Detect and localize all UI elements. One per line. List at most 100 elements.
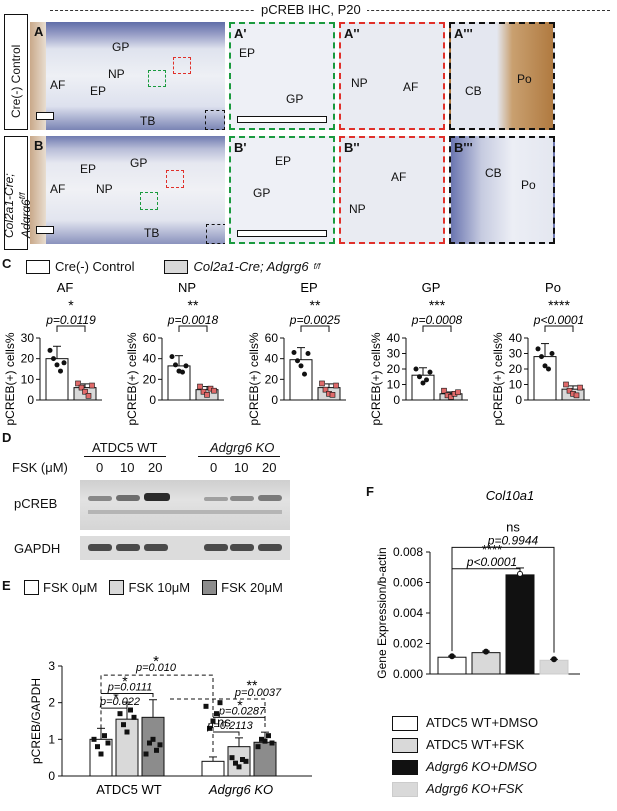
- letter-C: C: [2, 256, 12, 271]
- data-point: [98, 751, 104, 757]
- letter-B1: B': [234, 140, 247, 155]
- y-tick-label: 40: [265, 352, 279, 366]
- significance-stars: ****: [482, 542, 502, 557]
- legend-c-item-control: Cre(-) Control: [26, 259, 134, 274]
- micrograph-B1: B' EP GP: [229, 136, 335, 244]
- y-tick-label: 30: [21, 331, 35, 345]
- tag-A3-CB: CB: [465, 84, 482, 98]
- y-tick-label: 20: [387, 362, 401, 376]
- data-point: [259, 736, 264, 742]
- legend-c-label-control: Cre(-) Control: [55, 259, 135, 274]
- data-point: [207, 725, 212, 731]
- inset-black-box: [206, 224, 225, 244]
- scale-bar: [237, 116, 327, 123]
- y-tick-label: 0.006: [393, 576, 423, 590]
- tag-B-AF: AF: [50, 182, 66, 196]
- y-tick-label: 60: [265, 331, 279, 345]
- data-point: [173, 362, 178, 368]
- band: [116, 544, 140, 551]
- data-point: [131, 714, 137, 720]
- figure-header: pCREB IHC, P20: [255, 2, 367, 17]
- band: [88, 544, 112, 551]
- significance-stars: ns: [217, 715, 231, 730]
- letter-A3: A''': [454, 26, 473, 41]
- wb-dose-4: 0: [210, 460, 218, 475]
- tag-B2-NP: NP: [349, 202, 366, 216]
- y-tick-label: 3: [48, 659, 55, 673]
- bar: [115, 718, 139, 777]
- tag-B2-AF: AF: [391, 170, 407, 184]
- y-tick-label: 0: [27, 393, 34, 407]
- letter-B2: B'': [344, 140, 360, 155]
- micrograph-A2: A'' NP AF: [339, 22, 445, 130]
- data-point: [47, 347, 53, 353]
- chart-title: EP: [300, 280, 317, 295]
- p-value: p<0.0001: [466, 555, 517, 569]
- significance-stars: ***: [429, 297, 446, 313]
- p-value: p=0.0037: [234, 687, 282, 699]
- significance-stars: *: [237, 697, 243, 713]
- significance-bracket: [178, 325, 208, 332]
- data-point: [539, 354, 544, 360]
- significance-stars: *: [122, 673, 128, 689]
- tag-A-AF: AF: [50, 78, 66, 92]
- significance-bracket: [101, 693, 154, 698]
- band-lower: [88, 510, 282, 514]
- p-value: p=0.022: [99, 696, 140, 708]
- data-point: [85, 393, 92, 399]
- wb-membrane-gapdh: [80, 536, 290, 560]
- tag-B3-CB: CB: [485, 166, 502, 180]
- p-value: p=0.0111: [107, 682, 153, 694]
- tag-A2-NP: NP: [351, 76, 368, 90]
- significance-stars: *: [153, 653, 159, 670]
- y-tick-label: 20: [265, 372, 279, 386]
- micrograph-B3: B''' CB Po: [449, 136, 555, 244]
- significance-bracket: [422, 325, 452, 332]
- data-point: [61, 360, 67, 366]
- y-tick-label: 0.004: [393, 606, 423, 620]
- data-point: [322, 386, 329, 393]
- x-tick-label: ATDC5 WT: [96, 782, 162, 797]
- western-blot: ATDC5 WT Adgrg6 KO FSK (μM) 0 10 20 0 10…: [0, 440, 340, 570]
- legend-f-item-2: Adgrg6 KO+DMSO: [392, 756, 538, 778]
- legend-f-label-3: Adgrg6 KO+FSK: [426, 781, 524, 796]
- y-tick-label: 40: [387, 331, 401, 345]
- y-axis-label: pCREB(+) cells%: [247, 332, 261, 425]
- p-value: p=0.010: [135, 662, 177, 674]
- inset-green-box: [148, 70, 166, 87]
- letter-B3: B''': [454, 140, 473, 155]
- y-tick-label: 60: [143, 331, 157, 345]
- row-label-cko-line1: Col2a1-Cre;: [2, 173, 16, 238]
- row-label-cko: Col2a1-Cre; Adgrg6f/f: [2, 173, 33, 238]
- wb-membrane-pcreb: [80, 480, 290, 530]
- legend-swatch-black: [392, 759, 418, 775]
- wb-dose-1: 0: [96, 460, 104, 475]
- legend-e-item-0: FSK 0μM: [24, 580, 97, 595]
- band: [258, 495, 282, 501]
- band: [204, 544, 228, 551]
- y-tick-label: 0.008: [393, 545, 423, 559]
- data-point: [197, 383, 203, 390]
- tag-B3-Po: Po: [521, 178, 536, 192]
- data-point: [455, 389, 461, 396]
- legend-swatch-darkgray: [202, 580, 218, 595]
- micrograph-B-left-edge: [30, 136, 46, 244]
- data-point: [417, 374, 422, 380]
- y-tick-label: 20: [21, 352, 35, 366]
- tag-A2-AF: AF: [403, 80, 419, 94]
- letter-D: D: [2, 430, 12, 445]
- tag-A3-Po: Po: [517, 72, 532, 86]
- y-tick-label: 30: [387, 347, 401, 361]
- data-point: [566, 387, 573, 394]
- data-point: [420, 380, 426, 386]
- significance-bracket: [56, 325, 86, 332]
- tag-B1-EP: EP: [275, 154, 292, 168]
- data-point: [143, 751, 149, 757]
- tag-B-EP: EP: [80, 162, 97, 176]
- letter-B: B: [34, 138, 44, 153]
- data-point: [546, 366, 551, 372]
- y-axis-label: pCREB(+) cells%: [3, 332, 17, 425]
- y-tick-label: 0: [393, 393, 400, 407]
- data-point: [483, 648, 489, 655]
